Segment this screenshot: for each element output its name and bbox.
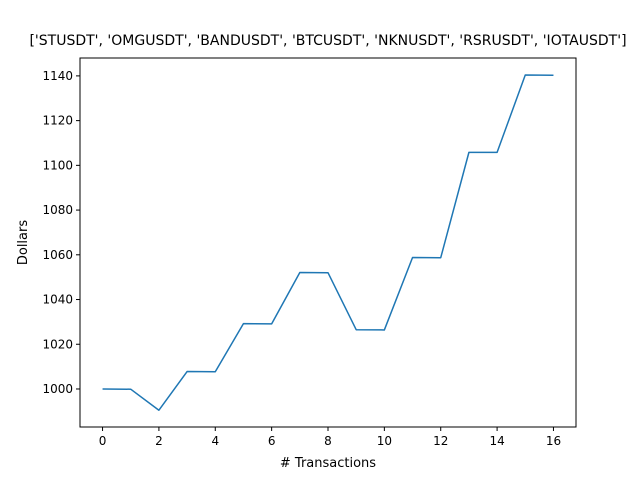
x-axis-label: # Transactions	[280, 456, 376, 471]
y-tick-label: 1040	[42, 293, 73, 307]
axes-frame	[79, 57, 577, 428]
x-tick-label: 4	[211, 434, 219, 448]
series-line	[102, 74, 554, 411]
y-tick-label: 1140	[42, 69, 73, 83]
y-axis-label: Dollars	[16, 220, 31, 265]
y-tick-label: 1080	[42, 203, 73, 217]
x-tick-label: 16	[546, 434, 561, 448]
x-tick-label: 10	[377, 434, 392, 448]
y-tick-label: 1060	[42, 248, 73, 262]
y-tick-label: 1000	[42, 382, 73, 396]
y-tick-label: 1020	[42, 337, 73, 351]
x-tick-label: 2	[155, 434, 163, 448]
y-tick-label: 1100	[42, 158, 73, 172]
x-tick-label: 8	[324, 434, 332, 448]
x-tick-label: 14	[489, 434, 504, 448]
chart-title: ['STUSDT', 'OMGUSDT', 'BANDUSDT', 'BTCUS…	[29, 33, 627, 49]
x-tick-label: 6	[268, 434, 276, 448]
y-tick-label: 1120	[42, 114, 73, 128]
x-tick-label: 12	[433, 434, 448, 448]
x-tick-label: 0	[99, 434, 107, 448]
